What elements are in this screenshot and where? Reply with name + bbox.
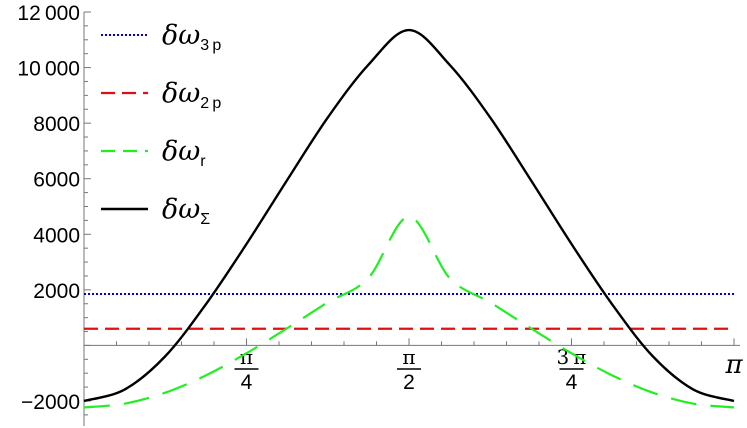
x-tick-label: π2 [396,345,421,394]
y-tick-label: 8000 [33,113,80,136]
x-tick-denominator: 2 [403,371,415,394]
legend-label-2p: δω2 p [162,78,221,112]
legend-label-3p: δω3 p [162,20,221,54]
legend: δω3 p δω2 p δωr δωΣ [101,20,221,228]
y-tick-label: 4000 [33,224,80,247]
x-tick-label-pi: π [724,350,743,380]
legend-label-r: δωr [162,136,206,170]
x-tick-denominator: 4 [241,371,253,394]
x-tick-label: 3 π4 [557,345,587,394]
y-tick-label: 12 000 [17,2,80,25]
x-tick-numerator: π [402,345,415,369]
legend-label-sigma: δωΣ [162,194,210,228]
y-tick-label: 2000 [33,280,80,303]
y-tick-label: −2000 [21,391,80,414]
y-tick-label: 6000 [33,169,80,192]
y-tick-label: 10 000 [17,58,80,81]
x-tick-numerator: 3 π [557,345,587,369]
x-tick-denominator: 4 [566,371,578,394]
series-layer [83,28,735,409]
series-line-sigma [83,28,735,403]
series-line-r [83,215,735,409]
